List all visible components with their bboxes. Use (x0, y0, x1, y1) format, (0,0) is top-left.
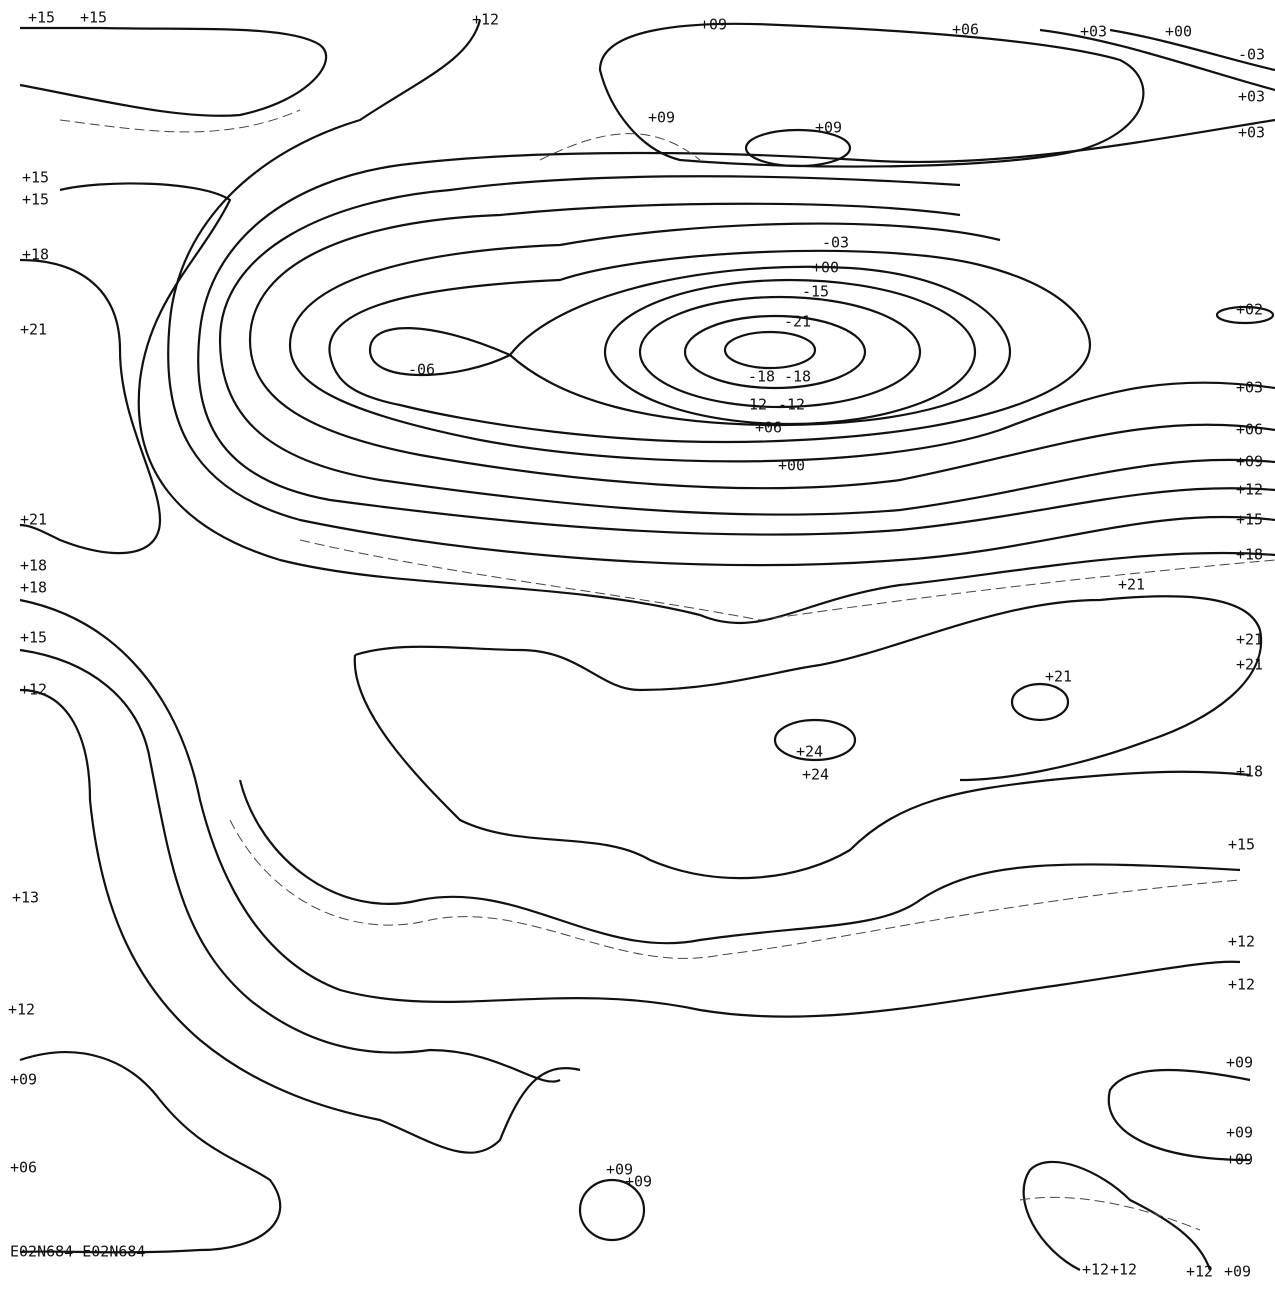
contour-label: +12 (20, 681, 47, 699)
contour-label: +18 (1236, 763, 1263, 781)
contour-label: +09 (625, 1173, 652, 1191)
contour-label: +06 (952, 21, 979, 39)
contour (60, 183, 1275, 623)
contour (329, 251, 1090, 442)
contour-label: +03 (1238, 88, 1265, 106)
contour-label: +09 (10, 1071, 37, 1089)
contour-label: +15 (28, 9, 55, 27)
contour-label: +12 (1110, 1261, 1137, 1279)
contour-label: +24 (802, 766, 829, 784)
dashed-contour (540, 134, 700, 160)
contour-label: +03 (1236, 379, 1263, 397)
contour (20, 28, 326, 116)
contour-label: +21 (20, 321, 47, 339)
contour (198, 120, 1275, 535)
contour-label: +09 (815, 119, 842, 137)
contour (20, 690, 580, 1153)
contour-label: +00 (1165, 23, 1192, 41)
page: {"labels": ["+15", "+15", "+12", "+09", … (0, 0, 1275, 1289)
contour-label: +12 (8, 1001, 35, 1019)
contour-label: +09 (648, 109, 675, 127)
contour-label: +18 (20, 557, 47, 575)
contour (240, 780, 1240, 943)
contour (20, 1052, 280, 1252)
contour-labels: +15 +15 +12 +09 +06 +03 +00 -03 +03 +03 +09 +09 +15 +… (8, 9, 1265, 1281)
contour-label: +00 (778, 457, 805, 475)
contour-label: +12 (1228, 976, 1255, 994)
contour-label: -15 (802, 283, 829, 301)
contour-label: +09 (1226, 1124, 1253, 1142)
contour-label: -06 (408, 361, 435, 379)
contour-label: +15 (20, 629, 47, 647)
contour-label: +06 (10, 1159, 37, 1177)
contour (1109, 1070, 1250, 1160)
contour-label: +15 (80, 9, 107, 27)
contour-label: -18 (784, 368, 811, 386)
dashed-contour (230, 820, 1240, 958)
contour (600, 24, 1143, 167)
contour-label: +21 (1236, 656, 1263, 674)
contour (250, 204, 1275, 488)
contour-label: +24 (796, 743, 823, 761)
contour-label: +15 (1228, 836, 1255, 854)
contour-label: -18 (748, 368, 775, 386)
contour-label: +00 (812, 259, 839, 277)
contour-label: +13 (12, 889, 39, 907)
contour-label: +15 (22, 191, 49, 209)
contour-label: +09 (1226, 1151, 1253, 1169)
contour-label: +09 (700, 16, 727, 34)
contour-label: +15 (1236, 511, 1263, 529)
contour-label: +18 (22, 246, 49, 264)
contour-label: +12 (1228, 933, 1255, 951)
contour-label: +03 (1080, 23, 1107, 41)
contour-label: +12 (1082, 1261, 1109, 1279)
contour-label: -21 (784, 313, 811, 331)
footer-code: E02N684 E02N684 (10, 1243, 145, 1261)
contour (1012, 684, 1068, 720)
contour-label: +03 (1238, 124, 1265, 142)
contour (168, 20, 1275, 565)
contour-label: +21 (1045, 668, 1072, 686)
contour (725, 332, 815, 368)
contour-label: +09 (1224, 1263, 1251, 1281)
contour (640, 297, 920, 407)
contour-label: +18 (20, 579, 47, 597)
contour-map: +15 +15 +12 +09 +06 +03 +00 -03 +03 +03 +09 +09 +15 +… (0, 0, 1275, 1289)
contour (20, 600, 1240, 1017)
contour-label: +12 (1186, 1263, 1213, 1281)
contour-label: +06 (1236, 421, 1263, 439)
contour-label: -12 (740, 396, 767, 414)
contour (1024, 1162, 1210, 1270)
contour-label: -03 (822, 234, 849, 252)
contour-label: +18 (1236, 546, 1263, 564)
contour-label: +21 (1118, 576, 1145, 594)
contour-label: -12 (778, 396, 805, 414)
contour-label: +15 (22, 169, 49, 187)
contour-label: +02 (1236, 301, 1263, 319)
contour-label: +09 (1226, 1054, 1253, 1072)
contour-label: +21 (20, 511, 47, 529)
contour-label: +12 (472, 11, 499, 29)
contours (20, 20, 1275, 1270)
contour-label: +12 (1236, 481, 1263, 499)
contour (220, 176, 1275, 514)
contour-label: +21 (1236, 631, 1263, 649)
contour-label: +09 (1236, 453, 1263, 471)
contour-label: -03 (1238, 46, 1265, 64)
contour-label: +06 (755, 419, 782, 437)
